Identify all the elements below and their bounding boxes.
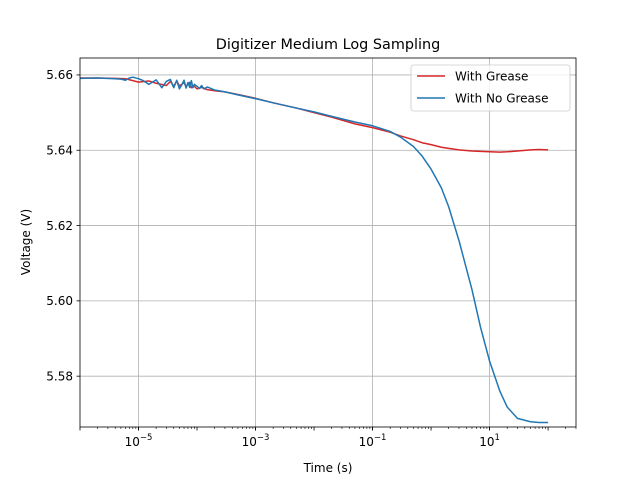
y-tick-label: 5.64 bbox=[46, 144, 73, 158]
y-tick-label: 5.58 bbox=[46, 369, 73, 383]
chart-title: Digitizer Medium Log Sampling bbox=[216, 37, 441, 53]
legend: With Grease With No Grease bbox=[410, 64, 571, 112]
plot-lines bbox=[80, 76, 549, 424]
legend-label: With Grease bbox=[455, 69, 528, 83]
x-tick-label: 10−5 bbox=[125, 433, 153, 449]
legend-box bbox=[410, 64, 571, 112]
y-axis-label: Voltage (V) bbox=[19, 209, 33, 275]
grid bbox=[80, 58, 576, 427]
y-tick-label: 5.60 bbox=[46, 294, 73, 308]
y-tick-label: 5.66 bbox=[46, 68, 73, 82]
x-axis-label: Time (s) bbox=[303, 461, 353, 475]
y-tick-label: 5.62 bbox=[46, 219, 73, 233]
x-tick-label: 101 bbox=[479, 433, 500, 449]
series-line-with-no-grease bbox=[80, 76, 549, 424]
x-tick-label: 10−1 bbox=[359, 433, 387, 449]
plot-frame bbox=[79, 57, 577, 428]
x-tick-label: 10−3 bbox=[242, 433, 270, 449]
ticks: 10−5 10−3 10−1 101 5.58 5.60 5.62 5.64 5.66 bbox=[46, 68, 577, 449]
legend-label: With No Grease bbox=[455, 91, 549, 105]
